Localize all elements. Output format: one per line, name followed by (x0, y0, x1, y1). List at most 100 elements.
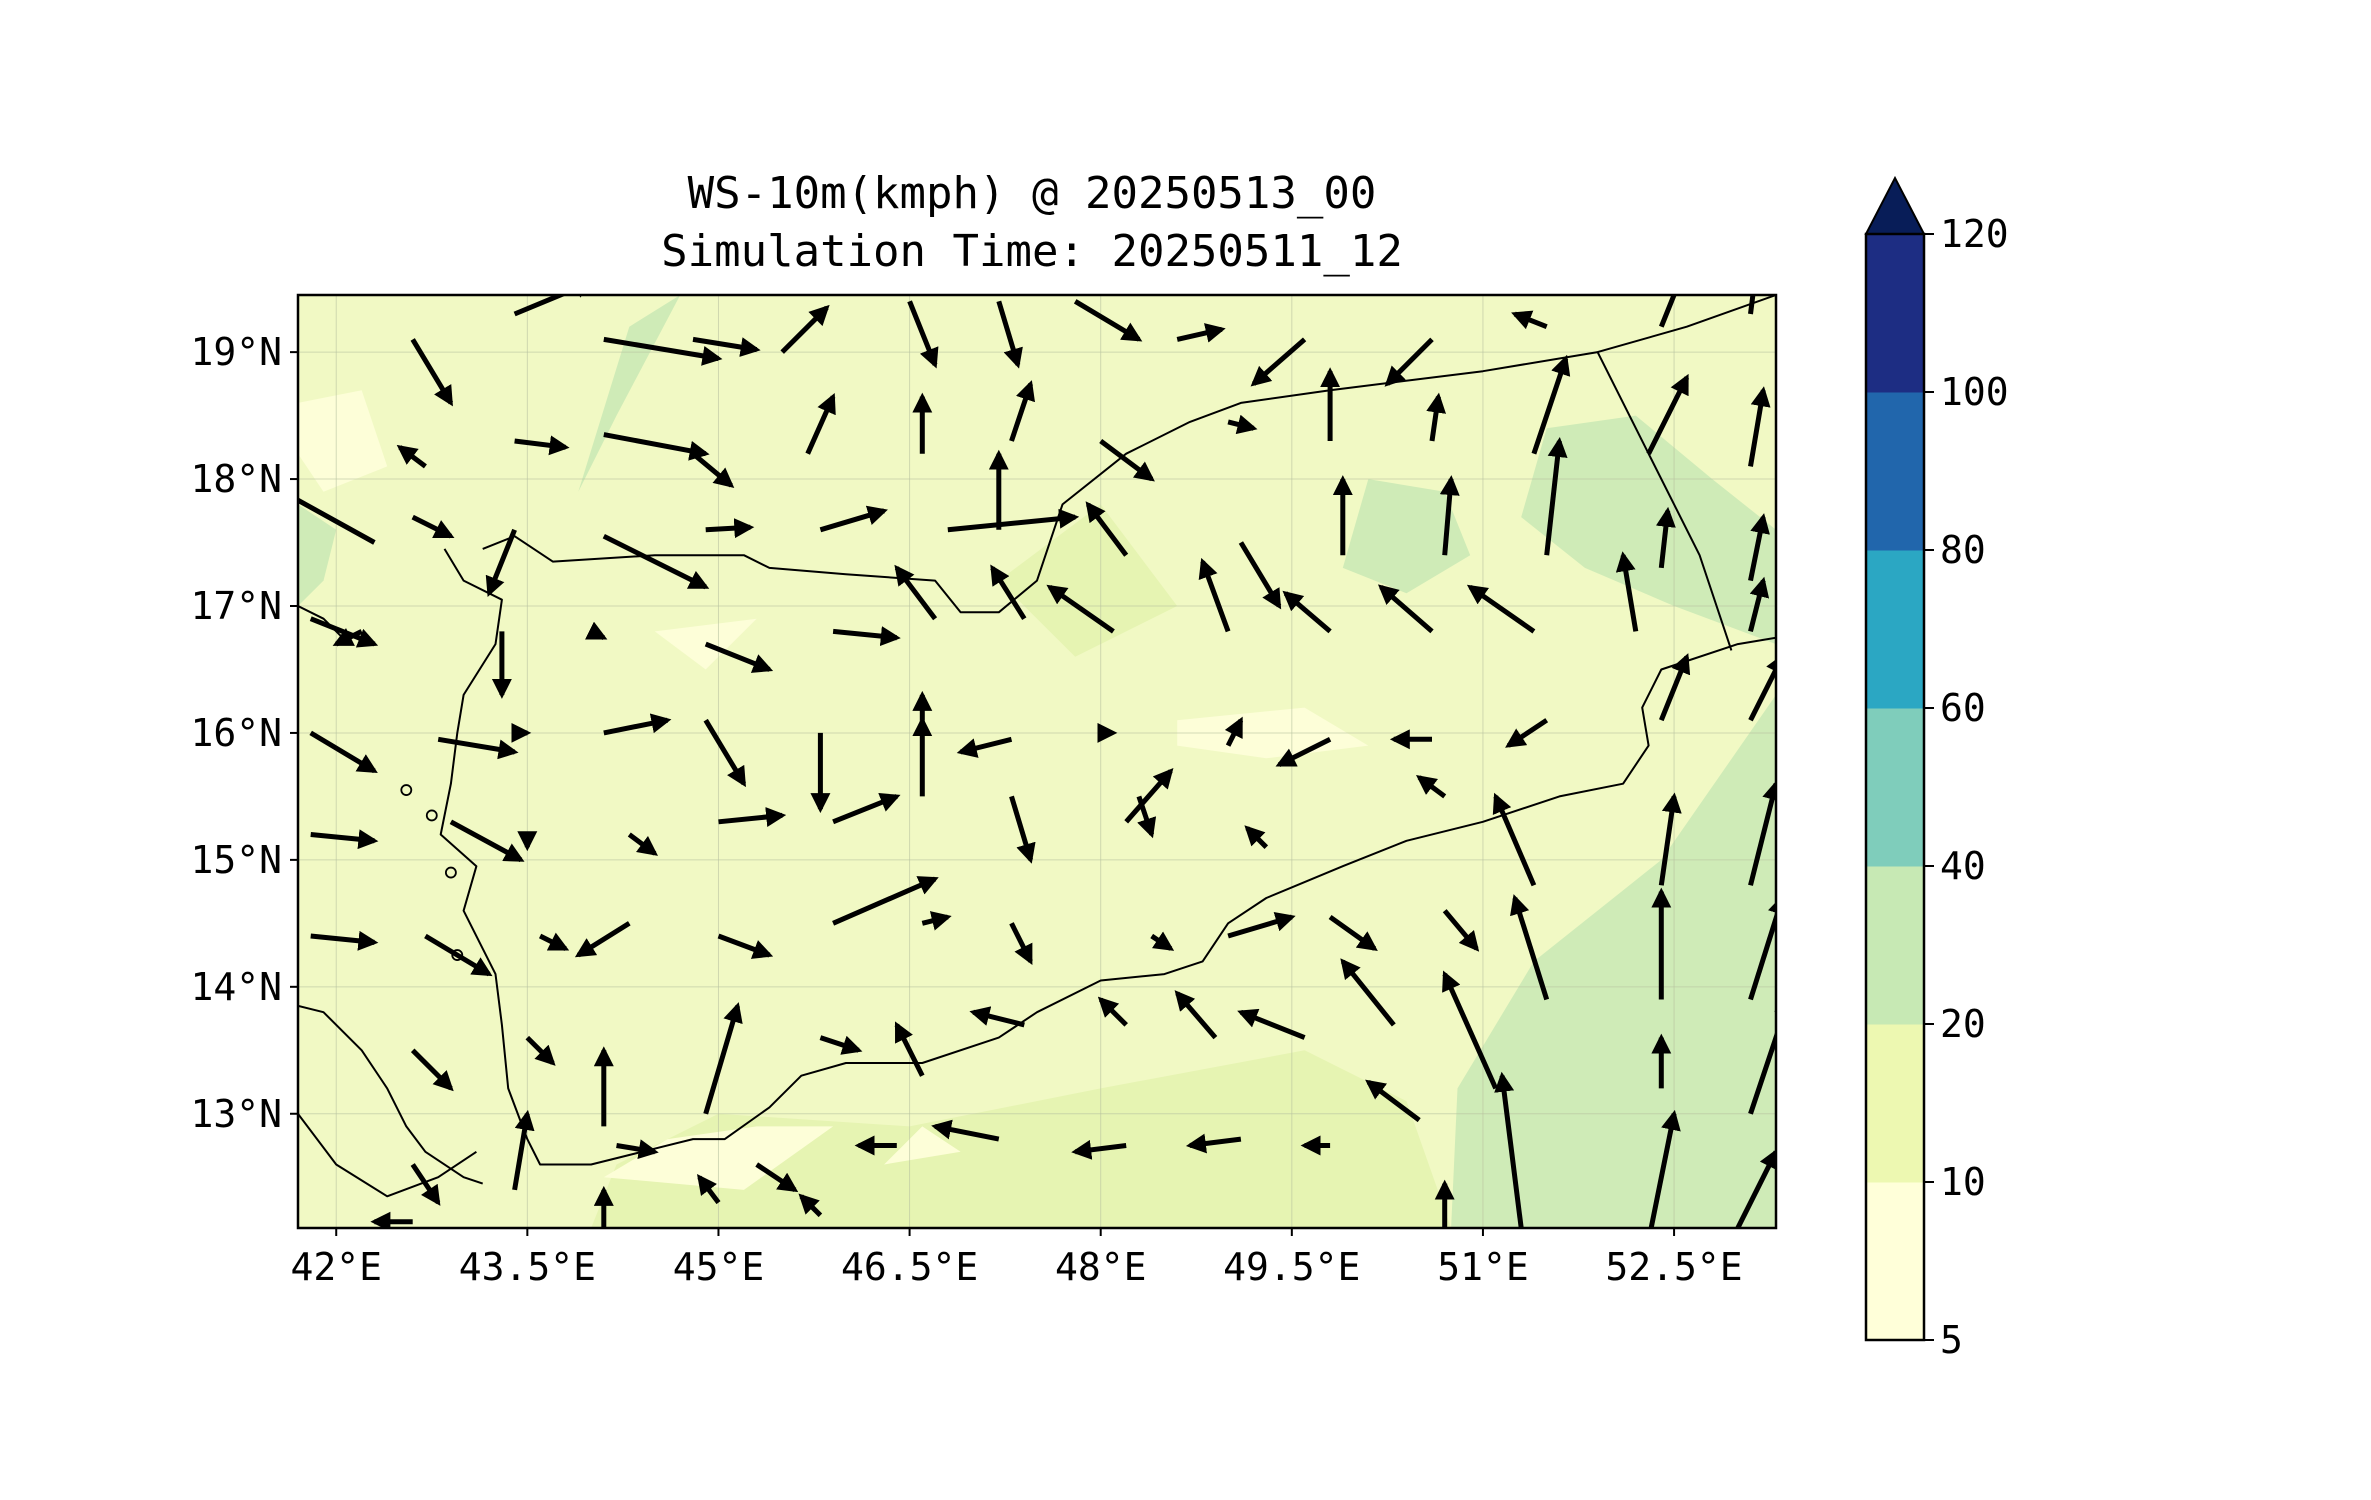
wind-arrow (1238, 541, 1282, 610)
wind-arrow (921, 911, 952, 931)
coastline-arabia (439, 548, 1776, 1166)
colorbar-segment (1866, 392, 1924, 551)
wind-arrow (1415, 775, 1447, 799)
colorbar-segment (1866, 866, 1924, 1025)
wind-arrow (1282, 590, 1332, 634)
wind-arrow (513, 295, 595, 317)
wind-arrow (1442, 909, 1480, 952)
wind-arrow (705, 518, 755, 539)
longitude-axis: 42°E 43.5°E 45°E 46.5°E 48°E 49.5°E 51°E 52.5°E (290, 1228, 1743, 1289)
lon-tick-label: 52.5°E (1605, 1245, 1742, 1289)
wind-arrow (1097, 996, 1128, 1027)
lon-tick-label: 49.5°E (1223, 1245, 1360, 1289)
fill-region-10-20 (998, 504, 1178, 657)
lat-tick-label: 13°N (190, 1092, 282, 1136)
wind-arrow (969, 1006, 1025, 1028)
colorbar-tick-label: 5 (1940, 1318, 1963, 1362)
wind-arrow (1494, 1071, 1524, 1228)
colorbar-extend-arrow (1864, 175, 1926, 235)
wind-arrow (1511, 310, 1548, 330)
coastline-africa (298, 1004, 484, 1185)
wind-arrow (692, 336, 761, 357)
lon-tick-label: 42°E (290, 1245, 382, 1289)
wind-arrow (332, 628, 363, 647)
wind-arrow (410, 338, 454, 407)
wind-arrow (1510, 894, 1550, 1001)
wind-arrow (717, 933, 774, 959)
wind-arrow (1227, 414, 1258, 435)
wind-arrow (1377, 584, 1434, 634)
fill-region-20-40 (1521, 415, 1776, 645)
lat-tick-label: 19°N (190, 330, 282, 374)
border-yemen-oman (1596, 351, 1733, 651)
colorbar-frame (1864, 232, 1926, 1342)
colorbar-segment (1866, 1024, 1924, 1183)
wind-arrow (1185, 1133, 1242, 1154)
wind-arrow (703, 1002, 743, 1115)
wind-arrow (819, 505, 888, 533)
wind-arrow (1615, 551, 1639, 632)
wind-arrow (1237, 1008, 1306, 1040)
lon-tick-label: 43.5°E (459, 1245, 596, 1289)
wind-arrow (1426, 392, 1447, 442)
wind-arrow (449, 819, 525, 863)
wind-arrow (1466, 584, 1536, 634)
wind-arrow (1748, 653, 1776, 722)
wind-arrow (1492, 792, 1537, 887)
wind-arrow (832, 793, 901, 825)
wind-arrow (1176, 323, 1226, 343)
wind-arrow (832, 876, 939, 926)
wind-arrow (1735, 1148, 1776, 1228)
colorbar-segment (1866, 550, 1924, 709)
colorbar-tick-label: 40 (1940, 844, 1986, 888)
lon-tick-label: 45°E (673, 1245, 765, 1289)
border-saudi-yemen (482, 351, 1598, 614)
wind-arrow (990, 564, 1027, 621)
wind-arrow (1748, 576, 1770, 633)
wind-arrow (310, 829, 379, 850)
wind-arrow (1174, 990, 1218, 1040)
wind-arrow (1658, 295, 1677, 328)
map-frame (296, 293, 1778, 1230)
wind-arrow (1250, 337, 1307, 387)
wind-arrow (627, 832, 659, 856)
wind-arrow (1748, 513, 1770, 582)
wind-arrow (603, 432, 710, 461)
wind-arrow (894, 1021, 925, 1077)
colorbar-tick-label: 10 (1940, 1160, 1986, 1204)
figure-title-line-1: WS-10m(kmph) @ 20250513_00 (688, 168, 1377, 219)
wind-arrow (603, 336, 723, 366)
wind-arrow (1384, 337, 1434, 387)
wind-vectors (298, 295, 1776, 1228)
wind-arrow (1275, 737, 1332, 767)
wind-arrow (894, 564, 938, 621)
wind-arrow (956, 736, 1013, 758)
colorbar-segment (1866, 1182, 1924, 1341)
lat-tick-label: 15°N (190, 838, 282, 882)
latitude-axis: 13°N 14°N 15°N 16°N 17°N 18°N 19°N (190, 330, 298, 1136)
wind-arrow (1748, 995, 1776, 1115)
wind-arrow (585, 621, 608, 640)
wind-arrow (1655, 506, 1676, 569)
wind-arrow (1244, 825, 1269, 849)
colorbar-tick-label: 120 (1940, 212, 2009, 256)
colorbar-tick-label: 60 (1940, 686, 1986, 730)
wind-arrow (1648, 1109, 1681, 1228)
wind-arrow (1439, 475, 1460, 556)
wind-arrow (1150, 931, 1175, 951)
wind-arrow (298, 497, 376, 545)
wind-arrow (780, 304, 830, 354)
wind-arrow (310, 930, 379, 951)
wind-arrow (1748, 894, 1776, 1001)
wind-arrow (1646, 373, 1690, 455)
island (425, 809, 438, 822)
wind-arrow (1224, 716, 1244, 747)
border-africa (298, 1113, 477, 1198)
wind-arrow (1442, 970, 1498, 1090)
wind-arrow (1009, 922, 1033, 965)
wind-arrow (525, 1035, 556, 1066)
wind-arrow (1009, 380, 1036, 442)
wind-arrow (1071, 1139, 1127, 1160)
wind-arrow (1748, 386, 1771, 467)
wind-arrow (410, 1163, 441, 1206)
